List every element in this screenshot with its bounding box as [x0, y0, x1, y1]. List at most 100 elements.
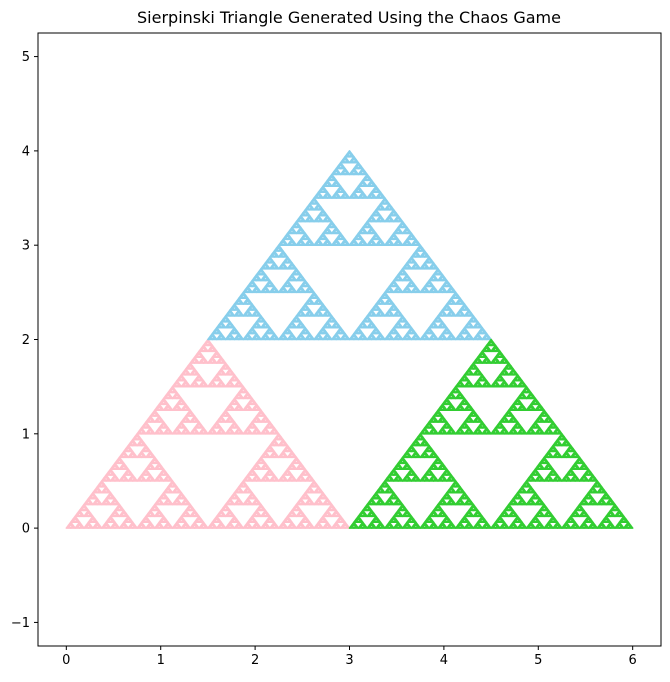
sierpinski-point-cluster: [386, 285, 393, 291]
sierpinski-point-cluster: [260, 335, 267, 341]
sierpinski-point-cluster: [589, 486, 596, 491]
sierpinski-point-cluster: [361, 176, 369, 182]
sierpinski-point-cluster: [167, 483, 174, 488]
sierpinski-point-cluster: [395, 285, 402, 291]
sierpinski-point-cluster: [609, 512, 616, 518]
sierpinski-point-cluster: [182, 497, 189, 503]
sierpinski-point-cluster: [547, 418, 554, 423]
sierpinski-point-cluster: [251, 518, 258, 524]
sierpinski-point-cluster: [280, 474, 287, 479]
sierpinski-point-cluster: [474, 427, 481, 432]
sierpinski-point-cluster: [585, 491, 592, 497]
sierpinski-point-cluster: [463, 312, 470, 317]
sierpinski-point-cluster: [302, 515, 309, 521]
sierpinski-point-cluster: [330, 512, 338, 518]
sierpinski-point-cluster: [295, 512, 302, 518]
sierpinski-point-cluster: [328, 315, 335, 320]
sierpinski-point-cluster: [395, 509, 402, 515]
sierpinski-point-cluster: [375, 524, 382, 529]
sierpinski-point-cluster: [550, 515, 557, 521]
sierpinski-point-cluster: [450, 430, 457, 435]
sierpinski-point-cluster: [193, 430, 200, 435]
sierpinski-point-cluster: [300, 282, 307, 288]
sierpinski-point-cluster: [552, 430, 559, 435]
sierpinski-point-cluster: [249, 468, 256, 473]
sierpinski-point-cluster: [450, 335, 457, 341]
sierpinski-point-cluster: [492, 344, 499, 350]
sierpinski-point-cluster: [587, 471, 594, 476]
sierpinski-point-cluster: [381, 197, 388, 202]
sierpinski-point-cluster: [415, 435, 422, 441]
sierpinski-point-cluster: [477, 359, 484, 364]
sierpinski-point-cluster: [614, 506, 621, 512]
sierpinski-point-cluster: [306, 474, 313, 479]
sierpinski-point-cluster: [578, 477, 585, 482]
sierpinski-point-cluster: [107, 468, 114, 473]
sierpinski-point-cluster: [521, 488, 528, 494]
sierpinski-point-cluster: [580, 521, 588, 526]
sierpinski-point-cluster: [266, 256, 273, 261]
sierpinski-point-cluster: [151, 503, 158, 509]
sierpinski-point-cluster: [227, 332, 234, 338]
sierpinski-point-cluster: [280, 238, 287, 244]
sierpinski-point-cluster: [198, 347, 205, 353]
sierpinski-point-cluster: [470, 409, 477, 414]
sierpinski-point-cluster: [167, 430, 174, 435]
sierpinski-point-cluster: [410, 282, 417, 288]
sierpinski-point-cluster: [171, 406, 178, 412]
sierpinski-point-cluster: [262, 427, 269, 432]
sierpinski-point-cluster: [65, 524, 72, 529]
sierpinski-point-cluster: [580, 462, 588, 468]
sierpinski-point-cluster: [297, 214, 304, 220]
sierpinski-point-cluster: [282, 441, 289, 447]
sierpinski-point-cluster: [605, 524, 612, 529]
sierpinski-point-cluster: [410, 253, 417, 258]
sierpinski-point-cluster: [238, 394, 245, 400]
sierpinski-point-cluster: [359, 332, 366, 338]
sierpinski-point-cluster: [249, 303, 256, 308]
sierpinski-point-cluster: [288, 332, 295, 338]
sierpinski-point-cluster: [534, 494, 541, 500]
sierpinski-point-cluster: [238, 312, 245, 317]
sierpinski-point-cluster: [282, 288, 289, 294]
sierpinski-point-cluster: [552, 518, 559, 524]
sierpinski-point-cluster: [224, 323, 231, 329]
sierpinski-point-cluster: [147, 450, 154, 456]
sierpinski-point-cluster: [260, 459, 267, 465]
sierpinski-point-cluster: [211, 518, 218, 524]
sierpinski-point-cluster: [180, 500, 187, 506]
sierpinski-point-cluster: [297, 226, 304, 232]
sierpinski-point-cluster: [536, 462, 543, 468]
sierpinski-point-cluster: [392, 276, 399, 282]
sierpinski-point-cluster: [262, 262, 269, 267]
sierpinski-point-cluster: [404, 238, 411, 244]
sierpinski-point-cluster: [337, 326, 344, 332]
sierpinski-point-cluster: [182, 379, 189, 385]
sierpinski-point-cluster: [485, 341, 492, 347]
sierpinski-point-cluster: [441, 512, 448, 518]
sierpinski-point-cluster: [266, 279, 273, 285]
sierpinski-point-cluster: [521, 406, 528, 412]
sierpinski-point-cluster: [364, 315, 371, 320]
sierpinski-point-cluster: [432, 430, 439, 435]
sierpinski-point-cluster: [437, 312, 444, 317]
sierpinski-point-cluster: [366, 506, 373, 512]
sierpinski-point-cluster: [446, 500, 453, 506]
sierpinski-point-cluster: [421, 262, 428, 267]
sierpinski-point-cluster: [260, 276, 267, 282]
sierpinski-point-cluster: [605, 512, 612, 518]
sierpinski-point-cluster: [193, 359, 200, 364]
sierpinski-point-cluster: [118, 453, 125, 459]
sierpinski-point-cluster: [244, 391, 251, 397]
sierpinski-point-cluster: [465, 497, 472, 503]
sierpinski-point-cluster: [501, 415, 508, 420]
sierpinski-point-cluster: [120, 474, 127, 479]
sierpinski-point-cluster: [406, 329, 413, 335]
sierpinski-point-cluster: [543, 459, 550, 465]
sierpinski-point-cluster: [465, 509, 472, 515]
sierpinski-point-cluster: [477, 518, 484, 524]
sierpinski-point-cluster: [392, 524, 399, 529]
sierpinski-point-cluster: [350, 167, 357, 173]
sierpinski-point-cluster: [421, 332, 428, 338]
sierpinski-point-cluster: [552, 524, 559, 529]
